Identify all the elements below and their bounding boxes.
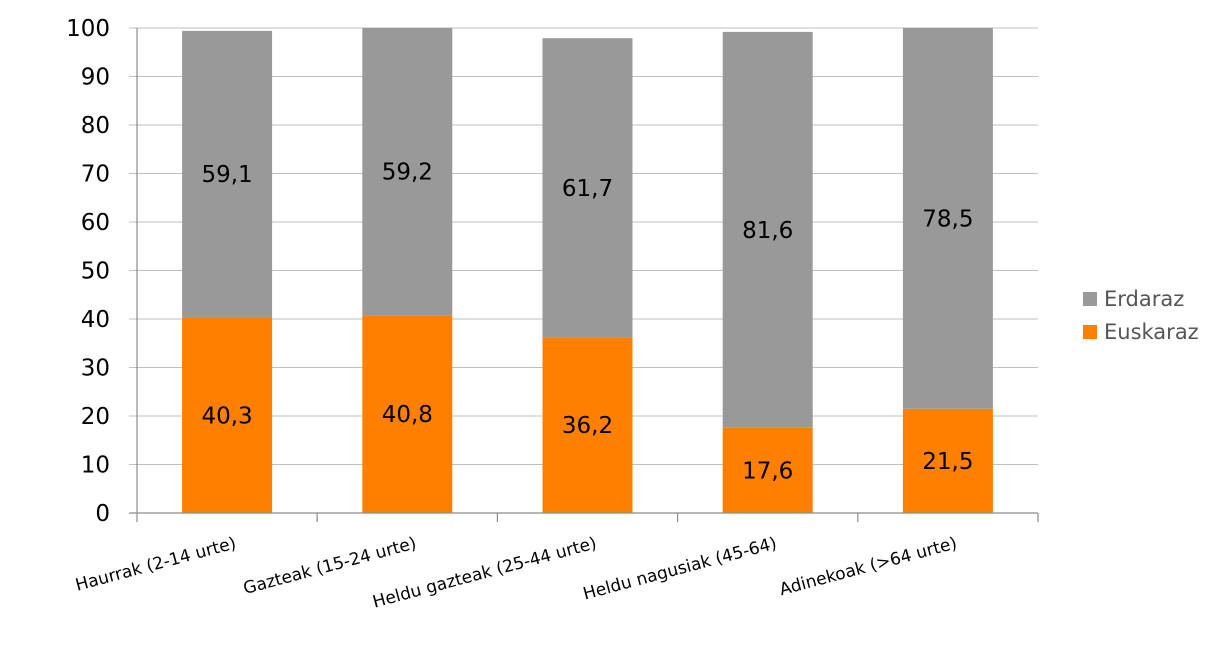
data-label: 17,6 (742, 458, 793, 484)
y-tick-labels: 0 10 20 30 40 50 60 70 80 90 100 (66, 16, 110, 527)
bar-erdaraz (182, 30, 273, 318)
bars (182, 28, 993, 513)
data-label: 59,1 (201, 162, 252, 188)
bar-euskaraz (722, 427, 813, 513)
category-label: Adinekoak (>64 urte) (777, 534, 959, 601)
y-tick-label: 60 (81, 210, 110, 236)
legend-swatch-erdaraz (1083, 292, 1097, 306)
data-labels: 40,3 59,1 40,8 59,2 36,2 61,7 17,6 81,6 21,5 78,5 (201, 160, 973, 485)
legend-swatch-euskaraz (1083, 325, 1097, 339)
y-tick-label: 70 (81, 162, 110, 188)
y-tick-label: 90 (81, 65, 110, 91)
data-label: 36,2 (562, 413, 613, 439)
data-label: 61,7 (562, 176, 613, 202)
category-label: Haurrak (2-14 urte) (73, 534, 238, 596)
y-tick-label: 40 (81, 307, 110, 333)
bar-erdaraz (902, 28, 993, 409)
y-tick-label: 10 (81, 453, 110, 479)
bar-euskaraz (182, 317, 273, 513)
category-label: Heldu nagusiak (45-64) (581, 534, 779, 605)
y-tick-label: 20 (81, 404, 110, 430)
legend: Erdaraz Euskaraz (1083, 287, 1199, 344)
y-tick-label: 80 (81, 113, 110, 139)
legend-label-erdaraz: Erdaraz (1104, 287, 1184, 311)
bar-euskaraz (902, 408, 993, 513)
y-tick-label: 30 (81, 356, 110, 382)
data-label: 78,5 (922, 206, 973, 232)
y-tick-label: 100 (66, 16, 110, 42)
y-tick-label: 50 (81, 259, 110, 285)
bar-erdaraz (542, 38, 633, 338)
legend-label-euskaraz: Euskaraz (1104, 320, 1199, 344)
data-label: 59,2 (382, 160, 433, 186)
bar-erdaraz (362, 28, 453, 316)
bar-euskaraz (362, 315, 453, 513)
bar-erdaraz (722, 31, 813, 428)
data-label: 81,6 (742, 218, 793, 244)
data-label: 40,3 (201, 403, 252, 429)
data-label: 21,5 (922, 449, 973, 475)
y-tick-label: 0 (95, 501, 110, 527)
bar-euskaraz (542, 337, 633, 513)
x-tick-labels: Haurrak (2-14 urte) Gazteak (15-24 urte)H… (73, 534, 959, 613)
data-label: 40,8 (382, 402, 433, 428)
axes (129, 28, 1039, 522)
